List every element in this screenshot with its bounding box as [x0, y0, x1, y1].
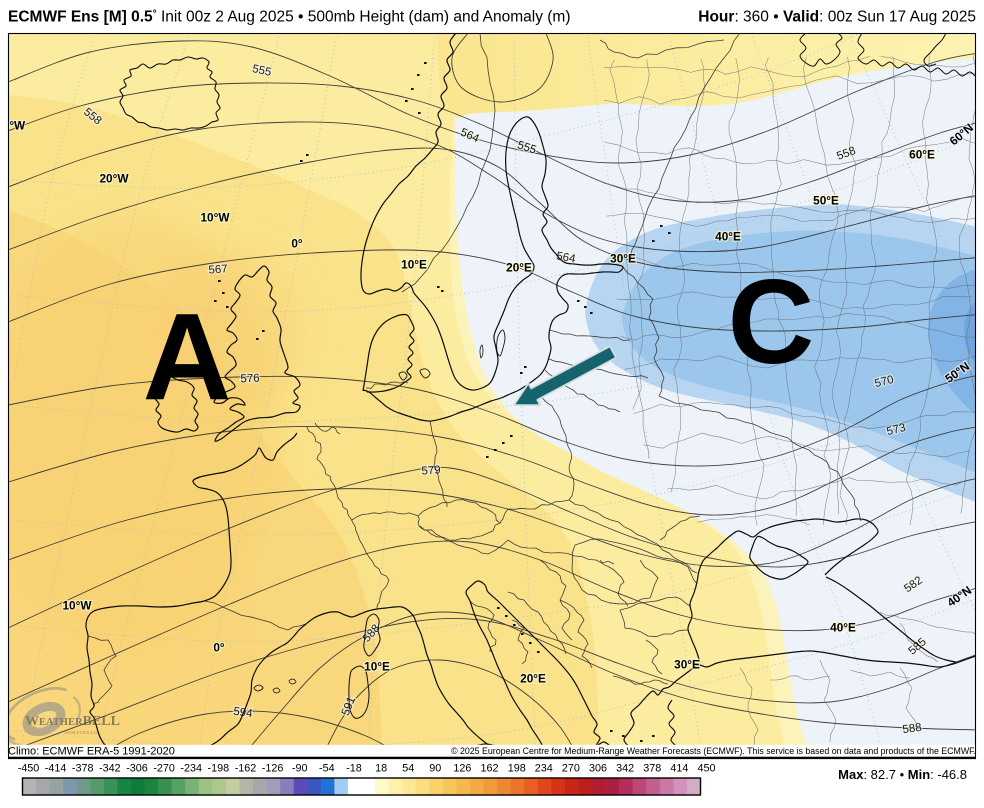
svg-text:0°: 0° — [213, 641, 225, 655]
svg-text:30°E: 30°E — [674, 658, 700, 672]
svg-text:555: 555 — [251, 63, 272, 79]
svg-text:ANALYTICS LLC: ANALYTICS LLC — [64, 730, 99, 735]
svg-text:ECMWF Ens [M] 0.5° Init 00z 2: ECMWF Ens [M] 0.5° Init 00z 2 Aug 2025 •… — [8, 9, 571, 26]
svg-text:-162: -162 — [235, 763, 257, 775]
svg-text:579: 579 — [421, 464, 441, 477]
svg-text:18: 18 — [375, 763, 387, 775]
svg-text:-414: -414 — [45, 763, 67, 775]
svg-text:10°E: 10°E — [401, 258, 427, 272]
svg-text:576: 576 — [240, 373, 260, 386]
svg-text:30°E: 30°E — [610, 252, 636, 266]
svg-text:90: 90 — [429, 763, 441, 775]
svg-text:Max: 82.7 • Min: -46.8: Max: 82.7 • Min: -46.8 — [838, 767, 967, 782]
svg-text:40°E: 40°E — [715, 230, 741, 244]
svg-text:A: A — [143, 289, 232, 426]
svg-text:126: 126 — [453, 763, 471, 775]
svg-text:60°E: 60°E — [909, 148, 935, 162]
svg-text:-342: -342 — [99, 763, 121, 775]
svg-text:378: 378 — [643, 763, 661, 775]
svg-text:0°W: 0°W — [3, 119, 26, 133]
svg-text:C: C — [728, 255, 815, 389]
svg-text:© 2025 European Centre for Med: © 2025 European Centre for Medium-Range … — [451, 746, 976, 756]
svg-text:Climo: ECMWF ERA-5 1991-2020: Climo: ECMWF ERA-5 1991-2020 — [8, 746, 175, 758]
svg-text:WEATHERBELL: WEATHERBELL — [25, 714, 120, 729]
svg-text:0°: 0° — [291, 237, 303, 251]
svg-text:-378: -378 — [72, 763, 94, 775]
svg-text:10°W: 10°W — [63, 599, 93, 613]
svg-text:-306: -306 — [126, 763, 148, 775]
svg-text:450: 450 — [697, 763, 715, 775]
svg-text:-18: -18 — [346, 763, 362, 775]
svg-text:306: 306 — [589, 763, 607, 775]
svg-text:10°E: 10°E — [364, 660, 390, 674]
svg-text:-450: -450 — [18, 763, 40, 775]
svg-text:-234: -234 — [180, 763, 202, 775]
svg-text:20°W: 20°W — [100, 172, 130, 186]
svg-text:50°E: 50°E — [813, 194, 839, 208]
svg-text:40°E: 40°E — [830, 621, 856, 635]
svg-text:-90: -90 — [292, 763, 308, 775]
svg-text:588: 588 — [902, 722, 923, 737]
svg-text:342: 342 — [616, 763, 634, 775]
svg-text:20°E: 20°E — [520, 672, 546, 686]
svg-text:567: 567 — [208, 263, 228, 276]
svg-text:414: 414 — [670, 763, 688, 775]
svg-text:-126: -126 — [262, 763, 284, 775]
svg-text:-270: -270 — [153, 763, 175, 775]
svg-text:Hour: 360 • Valid: 00z Sun 17: Hour: 360 • Valid: 00z Sun 17 Aug 2025 — [698, 9, 976, 26]
svg-text:10°W: 10°W — [201, 211, 231, 225]
svg-text:-198: -198 — [207, 763, 229, 775]
svg-text:162: 162 — [480, 763, 498, 775]
svg-text:564: 564 — [555, 250, 577, 265]
svg-text:234: 234 — [535, 763, 553, 775]
svg-text:20°E: 20°E — [506, 261, 532, 275]
svg-text:270: 270 — [562, 763, 580, 775]
svg-text:-54: -54 — [319, 763, 335, 775]
svg-text:198: 198 — [508, 763, 526, 775]
svg-text:54: 54 — [402, 763, 414, 775]
